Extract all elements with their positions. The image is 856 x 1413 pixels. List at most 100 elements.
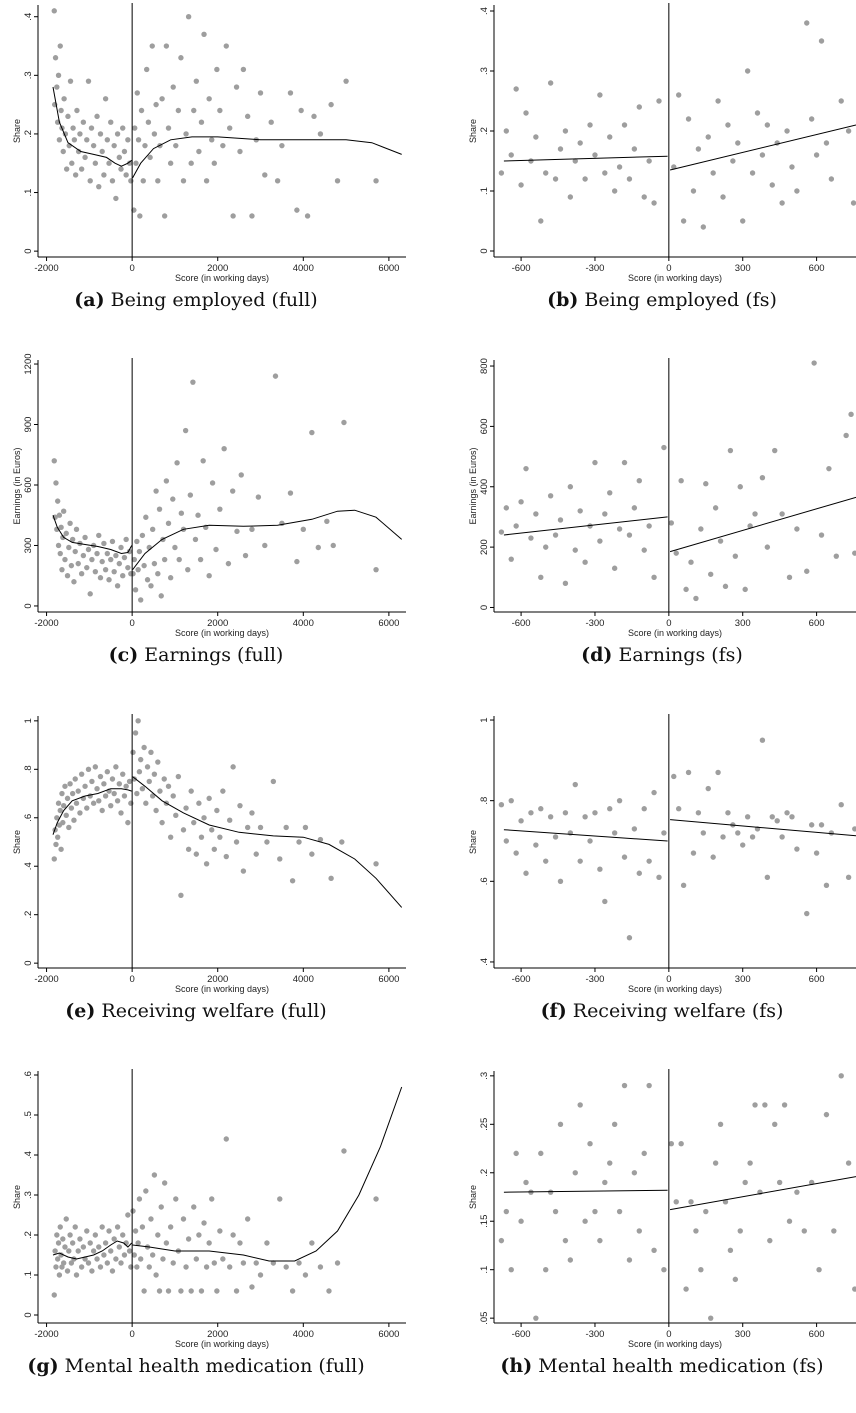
data-point: [135, 137, 142, 143]
data-point: [92, 1232, 99, 1238]
fit: [503, 124, 856, 171]
data-point: [543, 544, 549, 550]
x-tick-label: -600: [512, 1329, 531, 1340]
y-tick-label: 0: [23, 603, 34, 608]
x-tick-label: 0: [666, 1329, 671, 1340]
data-point: [230, 1232, 236, 1238]
data-point: [538, 574, 544, 580]
data-point: [155, 178, 161, 184]
data-point: [73, 800, 80, 806]
data-point: [80, 119, 87, 125]
y-tick-label: .4: [23, 13, 34, 21]
data-point: [84, 805, 90, 811]
data-point: [220, 788, 226, 794]
data-point: [572, 547, 578, 553]
x-tick-label: 600: [809, 1329, 825, 1340]
data-point: [784, 810, 790, 816]
data-point: [636, 478, 642, 484]
data-point: [153, 1272, 159, 1278]
data-point: [109, 538, 116, 545]
data-point: [123, 783, 129, 789]
data-point: [838, 98, 844, 104]
data-point: [722, 583, 729, 590]
data-point: [89, 778, 95, 785]
data-point: [151, 131, 158, 137]
data-point: [133, 160, 139, 166]
y-tick-label: .2: [23, 911, 34, 919]
data-point: [518, 499, 524, 505]
data-point: [373, 566, 379, 573]
data-point: [134, 90, 140, 96]
fit-curve-right: [132, 1086, 403, 1262]
points: [498, 20, 856, 230]
data-point: [253, 1260, 259, 1266]
data-point: [334, 178, 341, 184]
data-point: [249, 810, 255, 816]
x-tick-label: 4000: [293, 974, 314, 985]
panel-g: -2000 0 2000 4000 6000 0 .1 .2 .3 .4 .5 .6 Score (in…: [12, 1069, 406, 1377]
data-point: [185, 566, 191, 573]
data-point: [552, 834, 559, 840]
data-point: [111, 142, 117, 149]
x-axis-label: Score (in working days): [628, 1339, 722, 1349]
data-point: [616, 526, 623, 532]
x-axis-label: Score (in working days): [175, 628, 269, 638]
data-point: [759, 152, 766, 158]
data-point: [128, 1264, 134, 1270]
data-point: [146, 778, 152, 785]
fit: [52, 86, 402, 179]
data-point: [201, 1220, 207, 1226]
data-point: [735, 140, 741, 146]
data-point: [289, 878, 296, 884]
data-point: [744, 68, 751, 74]
data-point: [52, 55, 59, 61]
data-point: [143, 66, 150, 73]
y-tick-label: .5: [23, 1111, 34, 1119]
data-point: [257, 1272, 264, 1278]
data-point: [55, 542, 62, 549]
data-point: [60, 1236, 66, 1242]
data-point: [60, 1260, 67, 1266]
data-point: [523, 465, 529, 472]
data-point: [769, 814, 775, 820]
data-point: [700, 224, 707, 230]
data-point: [287, 90, 294, 96]
data-point: [794, 1189, 800, 1195]
data-point: [850, 200, 856, 206]
data-point: [113, 1256, 119, 1262]
data-point: [144, 764, 151, 770]
data-point: [223, 1136, 229, 1142]
caption-label: (h): [500, 1355, 532, 1377]
data-point: [108, 119, 114, 125]
data-point: [88, 125, 95, 131]
data-point: [562, 1237, 569, 1244]
data-point: [298, 107, 304, 114]
data-point: [508, 797, 514, 804]
data-point: [257, 824, 264, 831]
data-point: [163, 478, 170, 484]
data-point: [498, 529, 505, 535]
data-point: [543, 1266, 549, 1273]
caption-label: (f): [541, 1000, 567, 1022]
data-point: [789, 814, 795, 820]
data-point: [104, 550, 111, 557]
data-point: [57, 550, 63, 557]
data-point: [196, 1232, 202, 1238]
data-point: [373, 861, 379, 867]
data-point: [567, 484, 574, 490]
data-point: [165, 1288, 172, 1294]
data-point: [786, 1218, 793, 1224]
data-point: [309, 429, 315, 436]
data-point: [134, 1264, 140, 1270]
data-point: [163, 1240, 170, 1246]
y-tick-label: .4: [479, 7, 490, 15]
fit-line-left: [503, 829, 668, 842]
data-point: [55, 72, 62, 79]
data-point: [503, 838, 510, 844]
data-point: [180, 178, 187, 184]
x-tick-label: 2000: [207, 618, 228, 629]
data-point: [99, 558, 105, 565]
data-point: [769, 182, 775, 188]
data-point: [87, 591, 93, 597]
